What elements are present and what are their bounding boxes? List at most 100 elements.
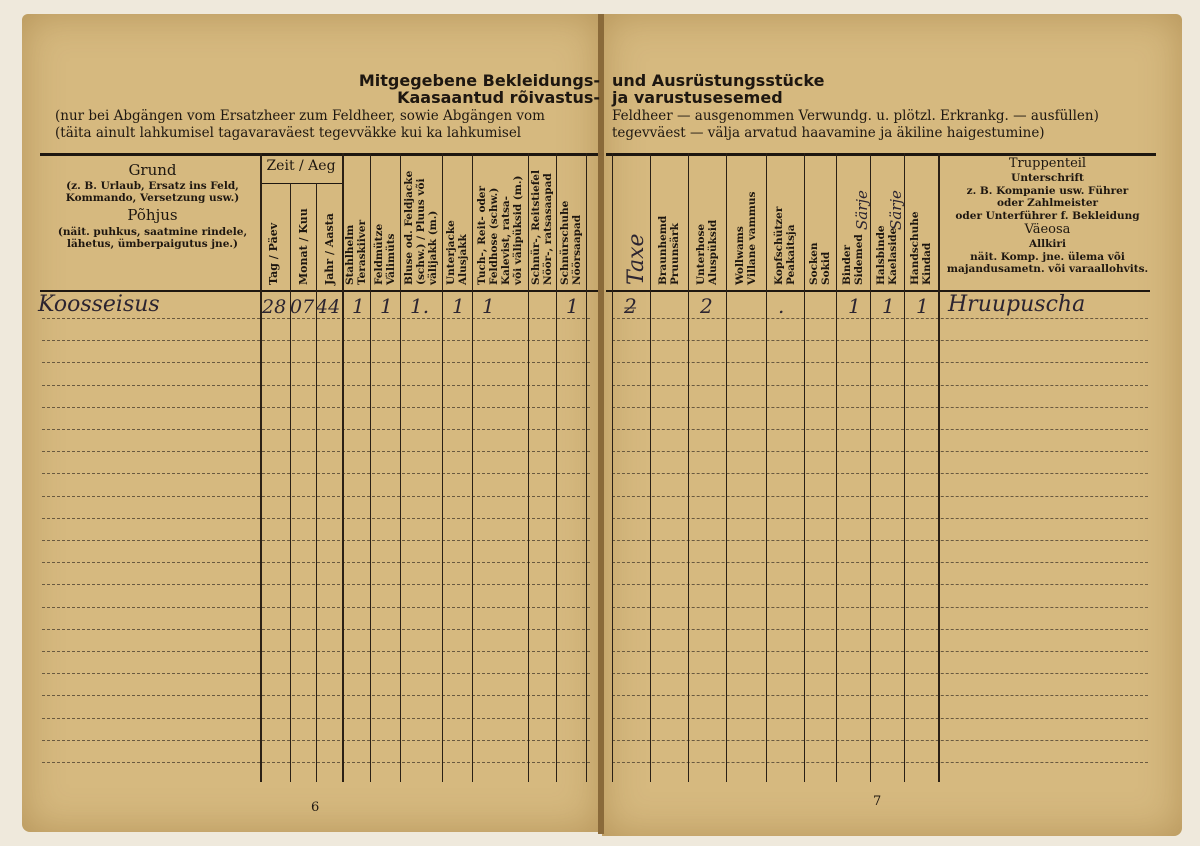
row-line — [612, 517, 1148, 519]
column-divider — [528, 153, 529, 782]
row-line — [612, 695, 1148, 697]
zeit-divider — [260, 183, 342, 184]
row-line — [612, 673, 1148, 675]
row-line — [612, 495, 1148, 497]
header-line: Villane vammus — [746, 191, 758, 285]
header-top-rule — [606, 153, 1156, 156]
entry-item: 1 — [380, 294, 393, 318]
header-top-rule — [40, 153, 598, 156]
header-line: Tuch-, Reit- oder — [476, 186, 488, 285]
column-divider — [472, 153, 473, 782]
pohjus-title: Põhjus — [127, 206, 178, 224]
title-line-2: ja varustusesemed — [612, 88, 783, 107]
header-line: Peakaitsja — [785, 224, 797, 285]
header-bottom-rule — [606, 290, 1150, 292]
row-line — [612, 717, 1148, 719]
header-line: või välipüksid (m.) — [512, 175, 524, 285]
header-line: Välimüts — [385, 233, 397, 285]
page-number: 6 — [311, 800, 320, 815]
item-col-header: Unterhose Aluspüksid — [695, 160, 719, 285]
right-page — [602, 14, 1182, 836]
entry-signature: Hruupuscha — [948, 292, 1086, 317]
header-line: (schw.) / Pluus või — [415, 178, 427, 285]
row-line — [612, 584, 1148, 586]
entry-year: 44 — [316, 296, 341, 318]
column-divider — [316, 183, 317, 782]
header-line: Bluse od. Feldjacke — [403, 170, 415, 285]
entry-item: 1 — [882, 294, 895, 318]
header-line: Socken — [808, 242, 820, 285]
handwritten-header: Särje — [853, 190, 871, 230]
left-subtitle: (nur bei Abgängen vom Ersatzheer zum Fel… — [55, 108, 545, 142]
header-line: Handschuhe — [909, 211, 921, 285]
title-line-2: Kaasaantud rõivastus- — [397, 88, 600, 107]
row-line — [612, 473, 1148, 475]
column-divider — [836, 153, 837, 782]
row-line — [612, 739, 1148, 741]
header-line: Halsbinde — [875, 225, 887, 285]
column-divider — [870, 153, 871, 782]
allkiri-label: Allkiri — [1029, 238, 1066, 250]
item-col-header: Schnür-, Reitstiefel Nöör-, ratsasaapad — [530, 160, 554, 285]
zeit-col-header: Jahr / Aasta — [323, 213, 336, 285]
header-line: välijakk (m.) — [427, 210, 439, 285]
entry-item: 2 — [700, 294, 713, 318]
entry-day: 28 — [262, 296, 287, 318]
row-line — [612, 384, 1148, 386]
row-line — [612, 406, 1148, 408]
item-col-header: Handschuhe Kindad — [909, 160, 933, 285]
header-line: Kindad — [921, 242, 933, 285]
subtitle-line-2: (täita ainult lahkumisel tagavaraväest t… — [55, 125, 522, 141]
header-line: Unterhose — [695, 223, 707, 285]
subtitle-line-1: Feldheer — ausgenommen Verwundg. u. plöt… — [612, 108, 1099, 124]
column-divider — [938, 153, 940, 782]
zeit-col-header: Tag / Päev — [267, 222, 280, 285]
row-line — [612, 318, 1148, 319]
truppenteil-line: oder Zahlmeister — [996, 197, 1099, 209]
truppenteil-header: Truppenteil Unterschrift z. B. Kompanie … — [945, 156, 1150, 276]
header-line: Binder — [841, 244, 853, 285]
right-title: und Ausrüstungsstücke ja varustusesemed — [612, 72, 824, 106]
item-col-header: Socken Sokid — [808, 160, 832, 285]
book-spine — [598, 14, 604, 834]
column-divider — [612, 153, 613, 782]
subtitle-line-1: (nur bei Abgängen vom Ersatzheer zum Fel… — [55, 108, 545, 124]
entry-item: 1. — [410, 294, 430, 318]
unterschrift-label: Unterschrift — [1011, 172, 1084, 184]
column-divider — [766, 153, 767, 782]
column-divider — [726, 153, 727, 782]
zeit-header: Zeit / Aeg — [266, 158, 336, 174]
item-col-header: Schnürschuhe Nöörsaapad — [559, 160, 583, 285]
zeit-col-header: Monat / Kuu — [297, 208, 310, 285]
truppenteil-note: näit. Komp. jne. ülema või majandusametn… — [946, 250, 1149, 276]
entry-item: 1 — [452, 294, 465, 318]
pohjus-description: (näit. puhkus, saatmine rindele, lähetus… — [57, 226, 248, 250]
truppenteil-line: oder Unterführer f. Bekleidung — [955, 209, 1140, 222]
row-line — [612, 762, 1148, 763]
right-subtitle: Feldheer — ausgenommen Verwundg. u. plöt… — [612, 108, 1099, 142]
row-line — [612, 651, 1148, 652]
left-title: Mitgegebene Bekleidungs- Kaasaantud rõiv… — [320, 72, 600, 106]
entry-item: 1 — [352, 294, 365, 318]
header-line: Taxe — [624, 233, 649, 285]
header-line: Nöörsaapad — [571, 214, 583, 285]
column-divider — [442, 153, 443, 782]
page-number: 7 — [873, 794, 882, 809]
header-line: Schnür-, Reitstiefel — [530, 170, 542, 285]
column-divider — [650, 153, 651, 782]
row-line — [612, 606, 1148, 608]
column-divider — [804, 153, 805, 782]
column-divider — [556, 153, 557, 782]
row-line — [612, 628, 1148, 630]
item-col-header: Taxe — [624, 160, 649, 285]
truppenteil-title: Truppenteil — [1008, 156, 1087, 171]
item-col-header: Kopfschützer Peakaitsja — [773, 160, 797, 285]
header-line: Teraskiiver — [356, 219, 368, 285]
column-divider — [904, 153, 905, 782]
header-line: Sokid — [820, 251, 832, 285]
entry-item: 2̶ — [624, 294, 637, 318]
column-divider — [400, 153, 401, 782]
header-line: Schnürschuhe — [559, 200, 571, 285]
entry-grund: Koosseisus — [38, 292, 160, 317]
grund-description: (z. B. Urlaub, Ersatz ins Feld, Kommando… — [65, 180, 240, 204]
